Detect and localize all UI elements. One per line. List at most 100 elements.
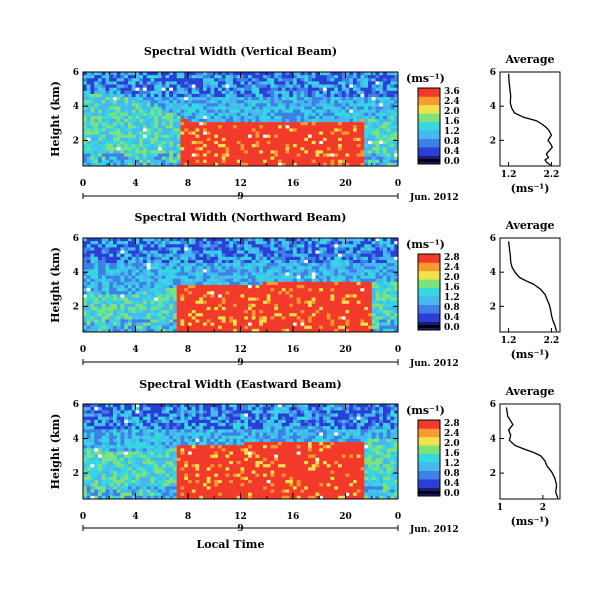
heatmap-cell: [270, 285, 275, 289]
data-gap: [248, 134, 253, 139]
heatmap-cell: [135, 81, 140, 85]
heatmap-cell: [98, 137, 103, 142]
heatmap-cell: [368, 106, 373, 110]
heatmap-cell: [300, 275, 305, 280]
heatmap-cell: [319, 87, 324, 92]
heatmap-cell: [113, 78, 118, 82]
heatmap-cell: [158, 275, 163, 280]
heatmap-cell: [334, 97, 339, 101]
heatmap-cell: [334, 316, 339, 320]
heatmap-cell: [270, 303, 275, 308]
heatmap-cell: [364, 115, 369, 120]
heatmap-cell: [173, 112, 178, 117]
heatmap-cell: [353, 156, 358, 161]
heatmap-cell: [188, 90, 193, 95]
heatmap-cell: [289, 269, 294, 273]
heatmap-cell: [169, 93, 174, 98]
heatmap-cell: [83, 162, 88, 167]
heatmap-cell: [225, 156, 230, 161]
heatmap-cell: [113, 263, 118, 267]
heatmap-cell: [349, 150, 354, 154]
heatmap-cell: [356, 269, 361, 273]
heatmap-cell: [146, 328, 151, 333]
heatmap-cell: [188, 294, 193, 298]
heatmap-cell: [240, 125, 245, 129]
heatmap-cell: [364, 106, 369, 110]
heatmap-cell: [296, 153, 301, 157]
heatmap-cell: [210, 281, 215, 286]
heatmap-cell: [210, 122, 215, 126]
heatmap-cell: [349, 281, 354, 286]
heatmap-cell: [304, 109, 309, 114]
heatmap-cell: [191, 72, 196, 76]
heatmap-cell: [368, 256, 373, 261]
heatmap-cell: [334, 119, 339, 123]
heatmap-cell: [266, 278, 271, 283]
heatmap-cell: [345, 112, 350, 117]
heatmap-cell: [334, 125, 339, 129]
heatmap-cell: [323, 90, 328, 95]
heatmap-cell: [109, 266, 114, 270]
heatmap-cell: [383, 103, 388, 107]
heatmap-cell: [158, 122, 163, 126]
heatmap-cell: [296, 97, 301, 101]
heatmap-cell: [188, 275, 193, 280]
heatmap-cell: [371, 112, 376, 117]
heatmap-cell: [304, 310, 309, 314]
heatmap-cell: [229, 294, 234, 298]
heatmap-cell: [206, 106, 211, 110]
heatmap-cell: [218, 319, 223, 323]
heatmap-cell: [146, 119, 151, 123]
heatmap-cell: [319, 297, 324, 301]
heatmap-cell: [191, 159, 196, 164]
heatmap-cell: [330, 325, 335, 330]
heatmap-cell: [368, 112, 373, 117]
heatmap-cell: [371, 238, 376, 242]
heatmap-cell: [240, 78, 245, 82]
heatmap-cell: [364, 328, 369, 333]
heatmap-cell: [266, 241, 271, 245]
heatmap-cell: [161, 241, 166, 245]
heatmap-cell: [214, 325, 219, 330]
heatmap-cell: [356, 147, 361, 151]
heatmap-cell: [255, 144, 260, 148]
heatmap-cell: [113, 81, 118, 85]
heatmap-cell: [94, 134, 99, 139]
heatmap-cell: [143, 288, 148, 292]
heatmap-cell: [128, 75, 133, 79]
heatmap-cell: [323, 278, 328, 283]
heatmap-cell: [131, 134, 136, 139]
heatmap-cell: [311, 313, 316, 317]
heatmap-cell: [105, 144, 110, 148]
heatmap-cell: [199, 300, 204, 305]
heatmap-cell: [236, 147, 241, 151]
heatmap-cell: [244, 303, 249, 308]
heatmap-cell: [375, 93, 380, 98]
heatmap-cell: [131, 247, 136, 251]
heatmap-cell: [304, 90, 309, 95]
heatmap-cell: [323, 250, 328, 254]
heatmap-cell: [165, 115, 170, 120]
heatmap-cell: [296, 106, 301, 110]
heatmap-cell: [131, 244, 136, 248]
heatmap-cell: [128, 131, 133, 135]
heatmap-cell: [244, 325, 249, 330]
heatmap-cell: [94, 78, 99, 82]
heatmap-cell: [199, 310, 204, 314]
heatmap-cell: [116, 100, 121, 104]
heatmap-cell: [83, 122, 88, 126]
heatmap-cell: [311, 303, 316, 308]
heatmap-cell: [161, 159, 166, 164]
heatmap-cell: [143, 112, 148, 117]
heatmap-cell: [334, 285, 339, 289]
heatmap-cell: [319, 263, 324, 267]
heatmap-cell: [371, 294, 376, 298]
heatmap-cell: [195, 319, 200, 323]
heatmap-cell: [105, 306, 110, 311]
heatmap-cell: [304, 281, 309, 286]
heatmap-cell: [203, 241, 208, 245]
heatmap-cell: [285, 247, 290, 251]
heatmap-cell: [113, 310, 118, 314]
heatmap-cell: [116, 303, 121, 308]
heatmap-cell: [263, 140, 268, 145]
